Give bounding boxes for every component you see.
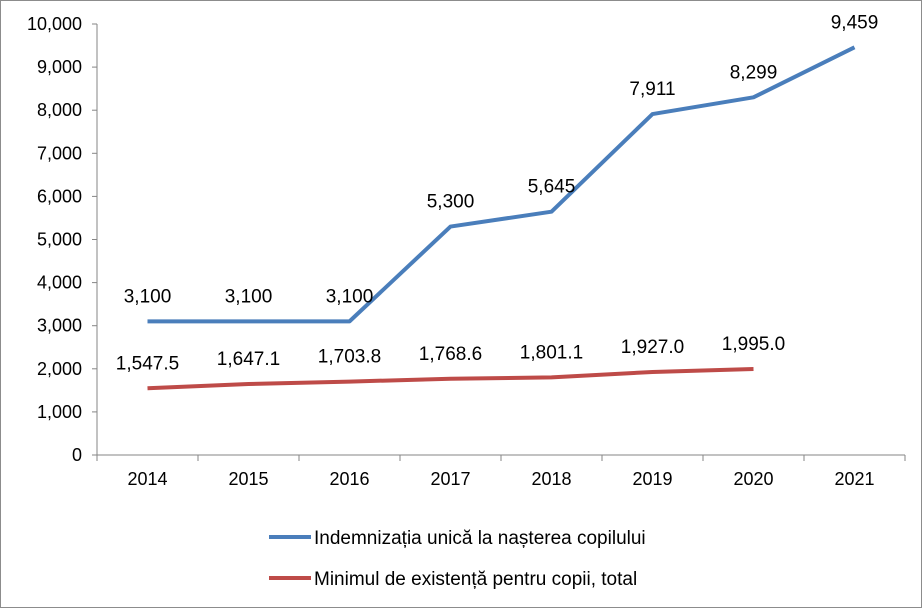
x-tick-label: 2019	[632, 469, 672, 489]
x-tick-label: 2021	[834, 469, 874, 489]
data-label-series-2: 1,647.1	[217, 349, 280, 370]
data-labels: 3,100 3,100 3,100 5,300 5,645 7,911 8,299 9,459…	[116, 12, 878, 374]
y-tick-label: 2,000	[37, 359, 82, 379]
y-tick-label: 10,000	[27, 14, 82, 34]
data-label-series-1: 3,100	[326, 286, 374, 307]
legend-label-1: Indemnizația unică la nașterea copilului	[314, 528, 646, 549]
data-label-series-1: 9,459	[831, 12, 879, 33]
y-tick-label: 4,000	[37, 273, 82, 293]
y-tick-label: 9,000	[37, 57, 82, 77]
data-label-series-2: 1,927.0	[621, 337, 684, 358]
y-tick-label: 8,000	[37, 100, 82, 120]
data-label-series-1: 5,300	[427, 192, 475, 213]
legend: Indemnizația unică la nașterea copilului…	[269, 528, 646, 590]
x-tick-label: 2014	[127, 469, 167, 489]
series-lines	[147, 45, 856, 391]
x-tick-label: 2020	[733, 469, 773, 489]
y-tick-label: 5,000	[37, 230, 82, 250]
series-line-2	[147, 367, 754, 391]
y-tick-label: 1,000	[37, 402, 82, 422]
data-label-series-2: 1,995.0	[722, 334, 785, 355]
x-tick-label: 2016	[329, 469, 369, 489]
x-tick-label: 2015	[228, 469, 268, 489]
data-label-series-2: 1,547.5	[116, 353, 179, 374]
x-tick-label: 2017	[430, 469, 470, 489]
data-label-series-1: 3,100	[225, 286, 273, 307]
data-label-series-2: 1,801.1	[520, 342, 583, 363]
data-label-series-2: 1,768.6	[419, 344, 482, 365]
axes: 0 1,000 2,000 3,000 4,000 5,000 6,000 7,000 8,00…	[27, 14, 906, 489]
data-label-series-1: 7,911	[629, 79, 675, 100]
data-label-series-1: 8,299	[730, 62, 778, 83]
y-tick-label: 3,000	[37, 316, 82, 336]
legend-label-2: Minimul de existență pentru copii, total	[314, 569, 637, 590]
data-label-series-1: 5,645	[528, 177, 576, 198]
x-tick-label: 2018	[531, 469, 571, 489]
data-label-series-2: 1,703.8	[318, 347, 381, 368]
y-tick-label: 0	[72, 445, 82, 465]
series-line-1	[147, 45, 856, 324]
data-label-series-1: 3,100	[124, 286, 172, 307]
y-tick-label: 6,000	[37, 186, 82, 206]
y-tick-label: 7,000	[37, 143, 82, 163]
